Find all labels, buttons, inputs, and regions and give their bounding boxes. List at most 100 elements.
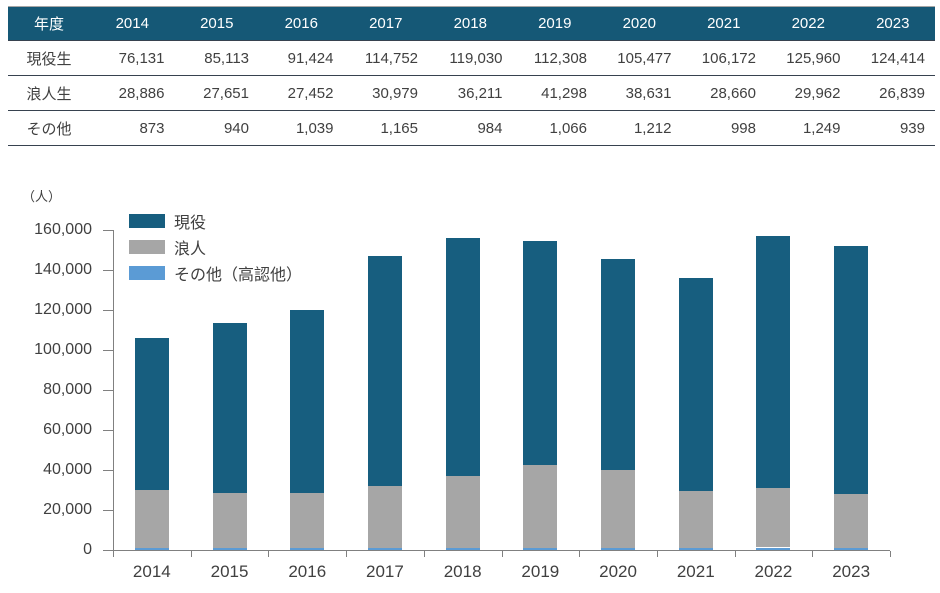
bar-segment-genneki [678,278,713,491]
x-axis-label: 2017 [366,562,404,581]
cell-ronin-sei: 41,298 [512,75,598,111]
cell-ronin-sei: 27,452 [259,75,344,111]
table-row-genneki-sei: 現役生 76,131 85,113 91,424 114,752 119,030 112,3… [8,40,935,76]
bar-segment-genneki [523,240,558,466]
cell-genneki-sei: 105,477 [597,40,682,76]
cell-ronin-sei: 30,979 [343,75,429,111]
bar-segment-sonota [523,547,558,550]
cell-ronin-sei: 28,660 [681,75,767,111]
y-axis-tick-label: 60,000 [43,421,92,438]
cell-sonota: 940 [174,110,260,146]
table-header-2017: 2017 [343,6,428,41]
yearly-data-table: 年度 2014 2015 2016 2017 2018 2019 2020 2021 2022 20… [8,6,935,146]
chart-legend: 現役 浪人 その他（高認他） [129,214,302,292]
table-header-2015: 2015 [174,6,259,41]
cell-genneki-sei: 85,113 [174,40,260,76]
y-axis-tick [103,390,113,391]
bar-segment-genneki [212,322,247,493]
cell-genneki-sei: 112,308 [512,40,598,76]
bar-segment-genneki [290,310,325,493]
bar-segment-ronin [601,470,636,548]
cell-sonota: 1,212 [597,110,682,146]
bar-segment-genneki [367,256,402,486]
x-axis-tick [735,551,736,557]
bar-segment-genneki [834,245,869,495]
bar-segment-ronin [367,485,402,548]
bar-segment-sonota [134,548,169,550]
cell-ronin-sei: 38,631 [597,75,682,111]
bar-segment-ronin [212,492,247,549]
cell-sonota: 939 [850,110,935,146]
cell-genneki-sei: 91,424 [259,40,344,76]
x-axis-tick [268,551,269,557]
cell-sonota: 1,249 [766,110,851,146]
cell-ronin-sei: 26,839 [850,75,935,111]
table-header-2016: 2016 [259,6,344,41]
x-axis-label: 2021 [676,562,715,581]
table-header-2021: 2021 [681,6,766,41]
bar-segment-genneki [134,338,169,491]
cell-genneki-sei: 106,172 [681,40,767,76]
y-axis-tick [103,230,113,231]
y-axis-tick-label: 140,000 [34,261,92,278]
cell-genneki-sei: 76,131 [90,40,175,76]
x-axis-tick [346,551,347,557]
y-axis-tick-label: 100,000 [34,341,92,358]
legend-swatch-genneki [129,214,165,228]
bar-segment-ronin [756,487,791,548]
legend-item-ronin: 浪人 [129,240,302,258]
y-axis-tick [103,270,113,271]
y-axis-tick [103,310,113,311]
bar-segment-ronin [523,465,558,548]
y-axis-tick [103,350,113,351]
y-axis-tick-label: 40,000 [43,461,92,478]
row-label-sonota: その他 [8,110,91,146]
bar-segment-ronin [834,494,869,549]
table-header-2020: 2020 [597,6,682,41]
x-axis-label: 2018 [443,562,482,581]
table-header-2018: 2018 [428,6,513,41]
bar-segment-sonota [678,548,713,550]
cell-genneki-sei: 114,752 [343,40,429,76]
x-axis-label: 2023 [832,562,871,581]
bar-segment-genneki [445,237,480,476]
y-axis-tick [103,550,113,551]
legend-swatch-sonota [129,266,165,280]
x-axis-tick [191,551,192,557]
x-axis-label: 2020 [599,562,637,581]
row-label-genneki-sei: 現役生 [8,40,91,76]
y-axis-tick [103,470,113,471]
x-axis-label: 2016 [288,562,327,581]
table-header-2014: 2014 [90,6,175,41]
cell-sonota: 998 [681,110,767,146]
cell-genneki-sei: 119,030 [428,40,513,76]
cell-genneki-sei: 124,414 [850,40,935,76]
cell-ronin-sei: 27,651 [174,75,260,111]
cell-sonota: 1,039 [259,110,344,146]
x-axis-tick [502,551,503,557]
bar-segment-ronin [134,490,169,549]
x-axis-label: 2019 [521,562,560,581]
legend-item-genneki: 現役 [129,214,302,232]
x-axis-label: 2014 [132,562,171,581]
y-axis-tick-label: 160,000 [34,221,92,238]
bar-segment-sonota [445,548,480,550]
bar-segment-genneki [601,259,636,471]
y-axis-tick-label: 80,000 [43,381,92,398]
table-header-row: 年度 2014 2015 2016 2017 2018 2019 2020 2021 2022 20… [8,6,935,41]
row-label-ronin-sei: 浪人生 [8,75,91,111]
x-axis-tick [424,551,425,557]
x-axis-tick [113,551,114,557]
table-header-2022: 2022 [766,6,851,41]
bar-segment-sonota [367,547,402,550]
bar-segment-sonota [601,547,636,550]
table-header-2023: 2023 [850,6,935,41]
cell-sonota: 873 [90,110,175,146]
y-axis-unit-label: （人） [22,189,62,204]
table-header-2019: 2019 [512,6,597,41]
cell-genneki-sei: 125,960 [766,40,851,76]
x-axis-tick [890,551,891,557]
table-header-year-label: 年度 [8,6,90,41]
